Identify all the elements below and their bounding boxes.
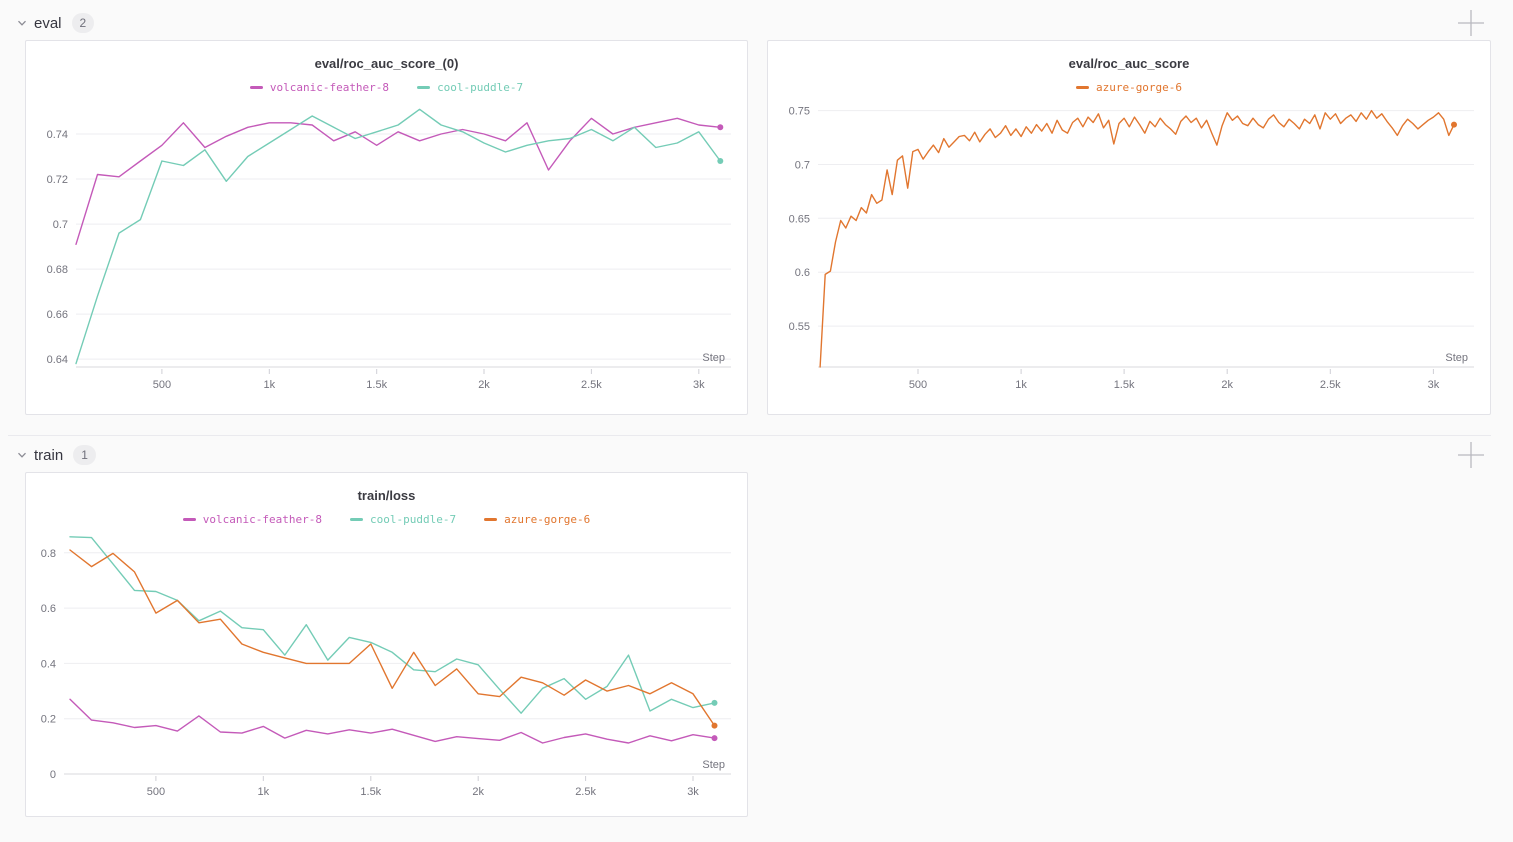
chart-plot[interactable]: 0.64 0.66 0.68 0.7 0.72 0.74 500 1k 1.5k 2k 2.5k 3k…: [26, 98, 747, 398]
svg-text:500: 500: [153, 379, 171, 391]
chart-panel-roc-auc[interactable]: eval/roc_auc_score azure-gorge-6 0.55 0.6…: [767, 40, 1491, 415]
chart-plot[interactable]: 0.55 0.6 0.65 0.7 0.75 500 1k 1.5k 2k 2.5k 3k Step: [768, 98, 1490, 398]
svg-text:500: 500: [147, 786, 165, 798]
section-train: train 1 train/loss volcanic-feather-8 coo…: [8, 435, 1491, 817]
svg-text:0.65: 0.65: [789, 213, 810, 225]
svg-text:0.55: 0.55: [789, 321, 810, 333]
legend-item[interactable]: cool-puddle-7: [417, 81, 523, 94]
svg-text:0.6: 0.6: [795, 267, 810, 279]
chart-legend: volcanic-feather-8 cool-puddle-7 azure-gor…: [26, 511, 747, 527]
svg-text:0.75: 0.75: [789, 106, 810, 118]
legend-item[interactable]: azure-gorge-6: [484, 513, 590, 526]
chart-legend: azure-gorge-6: [768, 79, 1490, 95]
svg-text:0.6: 0.6: [41, 603, 56, 615]
legend-run-name: cool-puddle-7: [370, 512, 457, 526]
section-header-train: train 1: [8, 440, 1491, 470]
svg-text:1.5k: 1.5k: [366, 379, 387, 391]
chevron-down-icon[interactable]: [14, 15, 30, 31]
svg-text:1k: 1k: [1015, 379, 1027, 391]
legend-run-name: volcanic-feather-8: [202, 512, 323, 526]
svg-text:1k: 1k: [263, 379, 275, 391]
legend-run-name: azure-gorge-6: [1095, 80, 1183, 94]
add-panel-button[interactable]: [1455, 439, 1487, 471]
svg-text:3k: 3k: [693, 379, 705, 391]
chevron-down-icon[interactable]: [14, 447, 30, 463]
svg-text:2k: 2k: [1221, 379, 1233, 391]
legend-item[interactable]: volcanic-feather-8: [249, 80, 390, 94]
chart-legend: volcanic-feather-8 cool-puddle-7: [26, 79, 747, 95]
svg-text:2.5k: 2.5k: [581, 379, 602, 391]
plus-icon: [1458, 442, 1484, 468]
svg-text:2k: 2k: [478, 379, 490, 391]
panel-count-badge: 2: [71, 13, 95, 33]
svg-text:0.74: 0.74: [47, 129, 68, 141]
svg-text:0.7: 0.7: [53, 219, 68, 231]
section-title[interactable]: eval: [34, 14, 62, 32]
svg-text:1.5k: 1.5k: [1114, 379, 1135, 391]
chart-title: eval/roc_auc_score: [1068, 56, 1190, 71]
svg-text:500: 500: [909, 379, 927, 391]
eval-panel-row: eval/roc_auc_score_(0) volcanic-feather-…: [8, 40, 1491, 415]
svg-text:0.72: 0.72: [47, 174, 68, 186]
svg-text:2.5k: 2.5k: [575, 786, 596, 798]
legend-swatch: [182, 517, 196, 521]
legend-swatch: [249, 85, 263, 89]
svg-text:1.5k: 1.5k: [360, 786, 381, 798]
chart-plot[interactable]: 0 0.2 0.4 0.6 0.8 500 1k 1.5k 2k 2.5k 3k Step: [26, 530, 747, 810]
svg-text:Step: Step: [1445, 352, 1468, 364]
plus-icon: [1458, 10, 1484, 36]
section-eval: eval 2 eval/roc_auc_score_(0) volcanic-f…: [8, 8, 1491, 415]
svg-text:0.8: 0.8: [41, 548, 56, 560]
legend-swatch: [417, 85, 431, 89]
svg-text:Step: Step: [702, 759, 725, 771]
panel-count-badge: 1: [73, 445, 96, 465]
svg-text:0: 0: [50, 769, 56, 781]
svg-text:0.68: 0.68: [47, 264, 68, 276]
chart-panel-roc-auc-0[interactable]: eval/roc_auc_score_(0) volcanic-feather-…: [25, 40, 748, 415]
svg-text:0.64: 0.64: [47, 354, 68, 366]
chart-title: train/loss: [357, 488, 416, 503]
chart-title: eval/roc_auc_score_(0): [314, 56, 459, 71]
svg-text:3k: 3k: [1428, 379, 1440, 391]
chart-panel-train-loss[interactable]: train/loss volcanic-feather-8 cool-puddle…: [25, 472, 748, 817]
legend-swatch: [484, 517, 498, 521]
train-panel-row: train/loss volcanic-feather-8 cool-puddle…: [8, 472, 1491, 817]
add-panel-button[interactable]: [1455, 7, 1487, 39]
legend-item[interactable]: azure-gorge-6: [1075, 80, 1183, 94]
svg-text:0.4: 0.4: [41, 658, 56, 670]
legend-item[interactable]: cool-puddle-7: [350, 513, 456, 526]
section-header-eval: eval 2: [8, 8, 1491, 38]
svg-text:0.2: 0.2: [41, 714, 56, 726]
legend-run-name: cool-puddle-7: [437, 80, 524, 94]
svg-text:0.7: 0.7: [795, 160, 810, 172]
svg-text:2k: 2k: [472, 786, 484, 798]
legend-item[interactable]: volcanic-feather-8: [182, 512, 323, 526]
svg-text:2.5k: 2.5k: [1320, 379, 1341, 391]
legend-swatch: [350, 517, 364, 521]
svg-text:0.66: 0.66: [47, 309, 68, 321]
legend-run-name: azure-gorge-6: [504, 512, 591, 526]
legend-run-name: volcanic-feather-8: [269, 80, 390, 94]
svg-text:1k: 1k: [257, 786, 269, 798]
svg-text:Step: Step: [702, 352, 725, 364]
legend-swatch: [1075, 85, 1089, 89]
svg-text:3k: 3k: [687, 786, 699, 798]
section-title[interactable]: train: [34, 446, 64, 464]
